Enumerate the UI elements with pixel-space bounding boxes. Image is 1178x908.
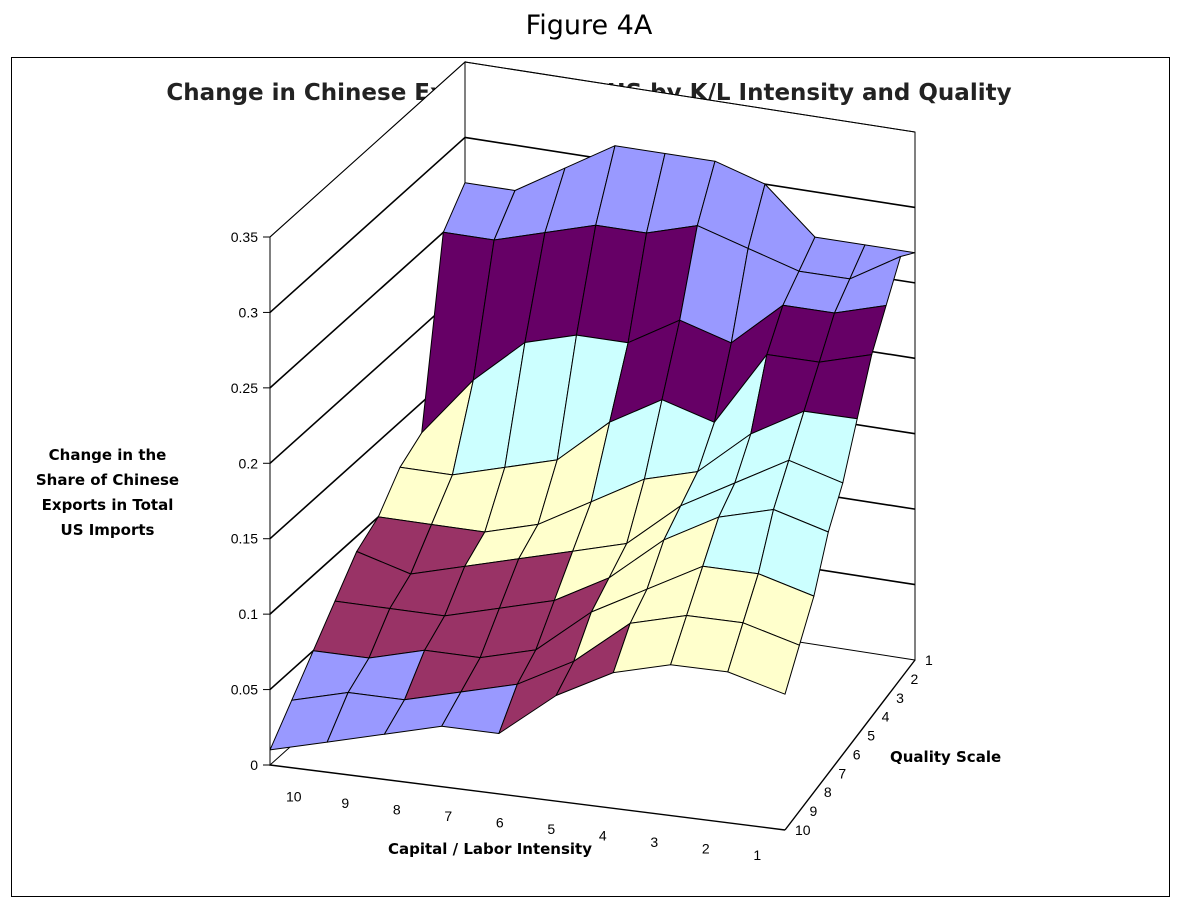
x-tick-label: 9 (341, 795, 349, 811)
y-tick-label: 3 (896, 690, 904, 706)
y-axis-title: Quality Scale (890, 748, 1001, 766)
z-tick-label: 0.1 (239, 606, 259, 622)
y-tick-label: 4 (882, 709, 890, 725)
chart-axes (263, 236, 916, 831)
y-tick-label: 1 (925, 652, 933, 668)
gridline-left-wall (269, 136, 466, 314)
chart-frame (11, 57, 1170, 897)
z-axis-label-line: Share of Chinese (35, 471, 180, 489)
z-tick-label: 0.05 (231, 682, 258, 698)
z-tick-label: 0.15 (231, 531, 258, 547)
y-tick-label: 5 (867, 728, 875, 744)
z-axis-label-line: Change in the (48, 446, 167, 464)
x-tick-label: 7 (444, 808, 452, 824)
x-tick-label: 8 (393, 801, 401, 817)
x-tick-label: 6 (496, 814, 504, 830)
z-tick-label: 0.25 (231, 380, 258, 396)
z-axis-label-line: US Imports (60, 521, 155, 539)
chart-surface (269, 145, 916, 751)
y-axis-line (784, 659, 916, 831)
figure-label: Figure 4A (525, 10, 653, 41)
x-tick-label: 1 (753, 847, 761, 863)
x-tick-label: 4 (599, 827, 607, 843)
x-tick-label: 5 (547, 821, 555, 837)
gridline-left-wall (269, 61, 466, 238)
gridline-left-wall (269, 287, 466, 464)
y-tick-label: 9 (809, 803, 817, 819)
y-tick-label: 7 (838, 765, 846, 781)
surface-cell (727, 622, 800, 695)
z-tick-label: 0.2 (239, 455, 259, 471)
y-tick-label: 2 (911, 671, 919, 687)
x-tick-label: 3 (650, 834, 658, 850)
z-tick-label: 0 (250, 757, 258, 773)
gridline-back-wall (464, 61, 916, 133)
x-tick-label: 10 (286, 788, 302, 804)
y-tick-label: 6 (853, 746, 861, 762)
y-tick-label: 8 (824, 784, 832, 800)
y-tick-label: 10 (795, 822, 811, 838)
x-axis-title: Capital / Labor Intensity (388, 840, 592, 858)
x-axis-line (269, 764, 786, 831)
z-tick-label: 0.3 (239, 304, 259, 320)
z-tick-label: 0.35 (231, 229, 258, 245)
z-axis-label: Change in the Share of Chinese Exports i… (30, 443, 185, 543)
z-axis-label-line: Exports in Total (41, 496, 174, 514)
x-tick-label: 2 (702, 840, 710, 856)
gridline-left-wall (269, 212, 466, 389)
